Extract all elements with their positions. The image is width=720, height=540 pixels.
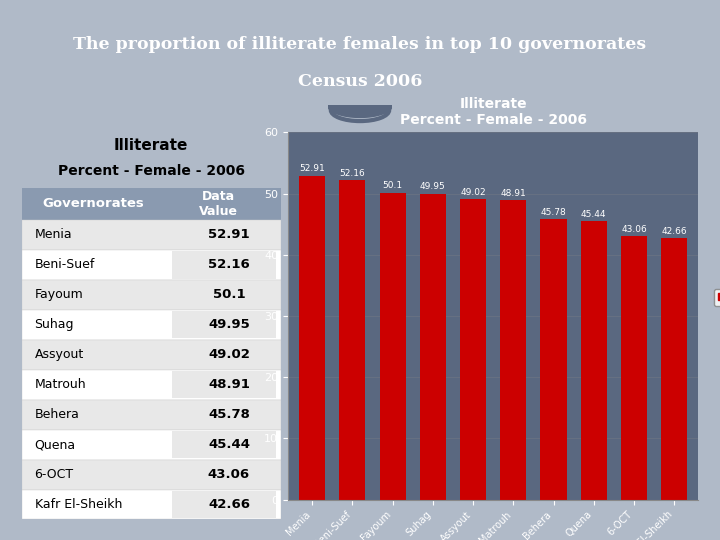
- Text: 52.16: 52.16: [340, 169, 365, 178]
- Text: 49.02: 49.02: [208, 348, 250, 361]
- Bar: [299, 176, 325, 500]
- Text: 45.44: 45.44: [581, 210, 606, 219]
- FancyBboxPatch shape: [172, 251, 276, 279]
- Text: 50.1: 50.1: [212, 288, 246, 301]
- Text: 49.02: 49.02: [460, 188, 486, 197]
- FancyBboxPatch shape: [172, 491, 276, 518]
- Bar: [581, 221, 607, 500]
- FancyBboxPatch shape: [22, 250, 281, 280]
- Text: 45.44: 45.44: [208, 438, 250, 451]
- FancyBboxPatch shape: [172, 431, 276, 458]
- FancyBboxPatch shape: [22, 460, 281, 490]
- FancyBboxPatch shape: [22, 400, 281, 430]
- FancyBboxPatch shape: [22, 430, 281, 460]
- Text: 6-OCT: 6-OCT: [35, 468, 73, 481]
- Wedge shape: [328, 105, 392, 118]
- Text: Quena: Quena: [35, 438, 76, 451]
- Text: 52.91: 52.91: [208, 228, 250, 241]
- Text: 42.66: 42.66: [662, 227, 687, 236]
- Bar: [541, 219, 567, 500]
- FancyBboxPatch shape: [22, 310, 281, 340]
- Text: Assyout: Assyout: [35, 348, 84, 361]
- Text: Kafr El-Sheikh: Kafr El-Sheikh: [35, 498, 122, 511]
- Text: The proportion of illiterate females in top 10 governorates: The proportion of illiterate females in …: [73, 36, 647, 53]
- Text: 48.91: 48.91: [500, 188, 526, 198]
- Text: 50.1: 50.1: [382, 181, 402, 191]
- Bar: [339, 180, 366, 500]
- Bar: [460, 199, 486, 500]
- Text: Beni-Suef: Beni-Suef: [35, 258, 95, 271]
- Text: 49.95: 49.95: [208, 318, 250, 331]
- Legend: Data...: Data...: [714, 289, 720, 306]
- Text: Matrouh: Matrouh: [35, 378, 86, 391]
- Text: 43.06: 43.06: [621, 225, 647, 233]
- Text: Governorates: Governorates: [42, 198, 144, 211]
- Bar: [500, 200, 526, 500]
- Title: Illiterate
Percent - Female - 2006: Illiterate Percent - Female - 2006: [400, 97, 587, 127]
- Text: 45.78: 45.78: [541, 208, 567, 217]
- FancyBboxPatch shape: [22, 220, 281, 250]
- FancyBboxPatch shape: [22, 340, 281, 370]
- Text: Fayoum: Fayoum: [35, 288, 84, 301]
- FancyBboxPatch shape: [172, 371, 276, 399]
- FancyBboxPatch shape: [22, 188, 281, 220]
- Text: Behera: Behera: [35, 408, 79, 421]
- Text: 48.91: 48.91: [208, 378, 250, 391]
- Text: 42.66: 42.66: [208, 498, 250, 511]
- Text: Percent - Female - 2006: Percent - Female - 2006: [58, 164, 245, 178]
- Text: 52.16: 52.16: [208, 258, 250, 271]
- FancyBboxPatch shape: [22, 370, 281, 400]
- Bar: [420, 194, 446, 500]
- Text: Census 2006: Census 2006: [298, 73, 422, 90]
- Bar: [379, 193, 405, 500]
- Text: Illiterate: Illiterate: [114, 138, 189, 153]
- Bar: [661, 239, 688, 500]
- Text: Suhag: Suhag: [35, 318, 74, 331]
- Bar: [621, 236, 647, 500]
- Text: Data
Value: Data Value: [199, 190, 238, 218]
- Text: Menia: Menia: [35, 228, 72, 241]
- FancyBboxPatch shape: [172, 311, 276, 339]
- Text: 45.78: 45.78: [208, 408, 250, 421]
- Text: 43.06: 43.06: [208, 468, 250, 481]
- Text: 49.95: 49.95: [420, 183, 446, 191]
- Text: 52.91: 52.91: [300, 164, 325, 173]
- FancyBboxPatch shape: [22, 280, 281, 310]
- FancyBboxPatch shape: [22, 490, 281, 519]
